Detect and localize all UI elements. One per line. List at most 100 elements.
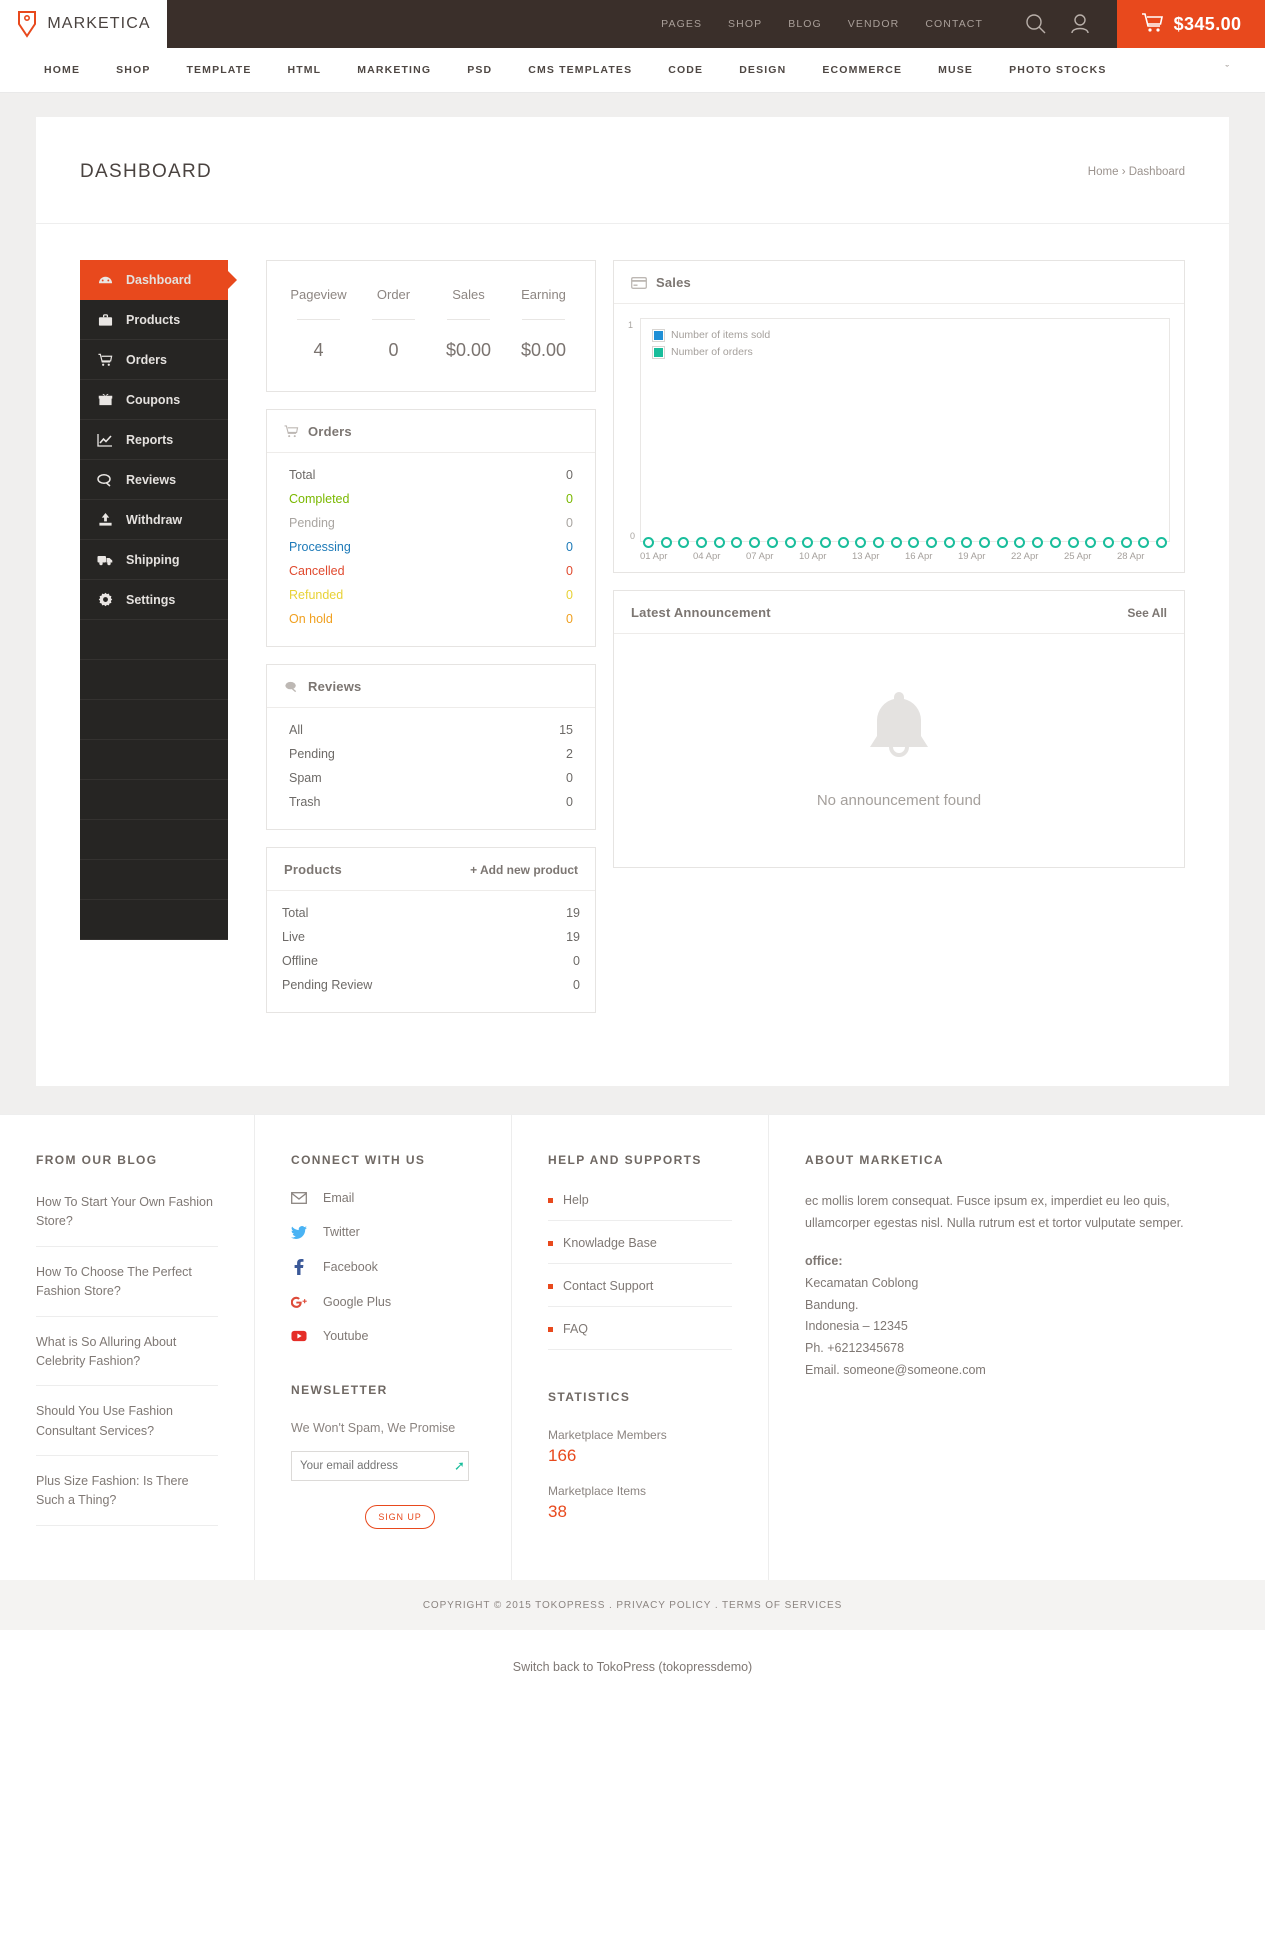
data-point <box>943 537 955 548</box>
help-link-knowledge-base[interactable]: Knowladge Base <box>548 1234 732 1264</box>
newsletter-signup-button[interactable]: SIGN UP <box>365 1505 435 1529</box>
table-row[interactable]: Pending Review 0 <box>277 973 585 997</box>
send-arrow-icon[interactable]: ➚ <box>454 1458 465 1473</box>
sidebar-item-products[interactable]: Products <box>80 300 228 340</box>
help-link-contact-support[interactable]: Contact Support <box>548 1277 732 1307</box>
stat-value: 0 <box>388 340 399 360</box>
table-row[interactable]: Live 19 <box>277 925 585 949</box>
data-point <box>660 537 672 548</box>
main-nav-item-marketing[interactable]: MARKETING <box>357 64 432 76</box>
orders-rows: Total 0 Completed 0 Pending 0 Processing 0 C… <box>267 453 595 646</box>
table-row[interactable]: Pending 0 <box>284 511 578 535</box>
social-link-email[interactable]: Email <box>291 1191 475 1205</box>
main-nav-item-muse[interactable]: MUSE <box>938 64 974 76</box>
blog-link[interactable]: How To Start Your Own Fashion Store? <box>36 1191 218 1247</box>
data-point <box>1085 537 1097 548</box>
see-all-button[interactable]: See All <box>1127 605 1167 620</box>
comment-icon <box>97 473 113 487</box>
office-line: Email. someone@someone.com <box>805 1363 986 1378</box>
divider <box>372 319 415 320</box>
add-new-product-button[interactable]: + Add new product <box>470 862 578 877</box>
blog-link[interactable]: Plus Size Fashion: Is There Such a Thing… <box>36 1470 218 1526</box>
sidebar-item-shipping[interactable]: Shipping <box>80 540 228 580</box>
top-nav-item-contact[interactable]: CONTACT <box>925 18 983 30</box>
social-link-google-plus[interactable]: Google Plus <box>291 1295 475 1309</box>
x-tick: 04 Apr <box>693 551 721 562</box>
main-nav-item-psd[interactable]: PSD <box>467 64 493 76</box>
row-value: 0 <box>566 516 573 530</box>
user-icon[interactable] <box>1067 11 1093 37</box>
row-value: 0 <box>566 564 573 578</box>
top-icon-group <box>1009 11 1109 37</box>
data-point <box>731 537 743 548</box>
data-point <box>1049 537 1061 548</box>
sidebar-item-orders[interactable]: Orders <box>80 340 228 380</box>
office-line: Kecamatan Coblong <box>805 1275 919 1290</box>
breadcrumb-current: Dashboard <box>1128 166 1185 178</box>
newsletter-input-wrap[interactable]: ➚ <box>291 1451 469 1481</box>
breadcrumb-home[interactable]: Home <box>1087 166 1119 178</box>
sidebar-item-withdraw[interactable]: Withdraw <box>80 500 228 540</box>
social-link-youtube[interactable]: Youtube <box>291 1329 475 1343</box>
social-link-twitter[interactable]: Twitter <box>291 1225 475 1239</box>
sidebar-item-dashboard[interactable]: Dashboard <box>80 260 228 300</box>
table-row[interactable]: Spam 0 <box>284 766 578 790</box>
table-row[interactable]: On hold 0 <box>284 607 578 631</box>
switch-back-link[interactable]: Switch back to TokoPress (tokopressdemo) <box>0 1630 1265 1710</box>
cart-button[interactable]: $345.00 <box>1117 0 1265 48</box>
row-label: Processing <box>289 540 351 554</box>
data-point <box>678 537 690 548</box>
blog-link[interactable]: How To Choose The Perfect Fashion Store? <box>36 1261 218 1317</box>
blog-link[interactable]: What is So Alluring About Celebrity Fash… <box>36 1331 218 1387</box>
main-nav-item-design[interactable]: DESIGN <box>739 64 787 76</box>
main-nav-item-code[interactable]: CODE <box>668 64 704 76</box>
table-row[interactable]: Total 0 <box>284 463 578 487</box>
main-nav-item-ecommerce[interactable]: ECOMMERCE <box>822 64 903 76</box>
table-row[interactable]: Offline 0 <box>277 949 585 973</box>
reviews-rows: All 15 Pending 2 Spam 0 Trash 0 <box>267 708 595 829</box>
statistic-value: 166 <box>548 1446 577 1465</box>
table-row[interactable]: All 15 <box>284 718 578 742</box>
social-link-facebook[interactable]: Facebook <box>291 1259 475 1275</box>
row-label: Spam <box>289 771 322 785</box>
stat-label: Earning <box>521 287 566 302</box>
sidebar-item-coupons[interactable]: Coupons <box>80 380 228 420</box>
x-tick: 10 Apr <box>799 551 827 562</box>
chevron-down-icon[interactable]: ˇ <box>1225 64 1229 76</box>
dashboard-sidebar: Dashboard Products Orders <box>80 260 228 940</box>
newsletter-email-input[interactable] <box>300 1460 454 1472</box>
sidebar-filler <box>80 620 228 660</box>
sidebar-item-settings[interactable]: Settings <box>80 580 228 620</box>
top-nav-item-shop[interactable]: SHOP <box>728 18 763 30</box>
table-row[interactable]: Completed 0 <box>284 487 578 511</box>
social-label: Facebook <box>323 1260 378 1274</box>
table-row[interactable]: Cancelled 0 <box>284 559 578 583</box>
top-nav-item-blog[interactable]: BLOG <box>788 18 822 30</box>
brand-logo[interactable]: MARKETICA <box>0 0 167 48</box>
row-value: 0 <box>566 492 573 506</box>
sidebar-item-reviews[interactable]: Reviews <box>80 460 228 500</box>
search-icon[interactable] <box>1023 11 1049 37</box>
main-nav-item-html[interactable]: HTML <box>287 64 322 76</box>
row-label: Refunded <box>289 588 344 602</box>
blog-link[interactable]: Should You Use Fashion Consultant Servic… <box>36 1400 218 1456</box>
main-nav-item-template[interactable]: TEMPLATE <box>186 64 252 76</box>
table-row[interactable]: Pending 2 <box>284 742 578 766</box>
table-row[interactable]: Trash 0 <box>284 790 578 814</box>
help-link-help[interactable]: Help <box>548 1191 732 1221</box>
row-label: Pending <box>289 747 335 761</box>
table-row[interactable]: Total 19 <box>277 901 585 925</box>
main-nav-item-home[interactable]: HOME <box>44 64 81 76</box>
sidebar-item-reports[interactable]: Reports <box>80 420 228 460</box>
main-nav-item-photo-stocks[interactable]: PHOTO STOCKS <box>1009 64 1107 76</box>
top-nav-item-vendor[interactable]: VENDOR <box>847 18 900 30</box>
x-tick: 28 Apr <box>1117 551 1145 562</box>
table-row[interactable]: Refunded 0 <box>284 583 578 607</box>
main-nav-item-shop[interactable]: SHOP <box>116 64 151 76</box>
main-nav-item-cms-templates[interactable]: CMS TEMPLATES <box>528 64 633 76</box>
table-row[interactable]: Processing 0 <box>284 535 578 559</box>
top-nav-item-pages[interactable]: PAGES <box>661 18 703 30</box>
sidebar-item-label: Withdraw <box>126 512 183 527</box>
help-link-faq[interactable]: FAQ <box>548 1320 732 1350</box>
stat-value: $0.00 <box>520 340 567 360</box>
